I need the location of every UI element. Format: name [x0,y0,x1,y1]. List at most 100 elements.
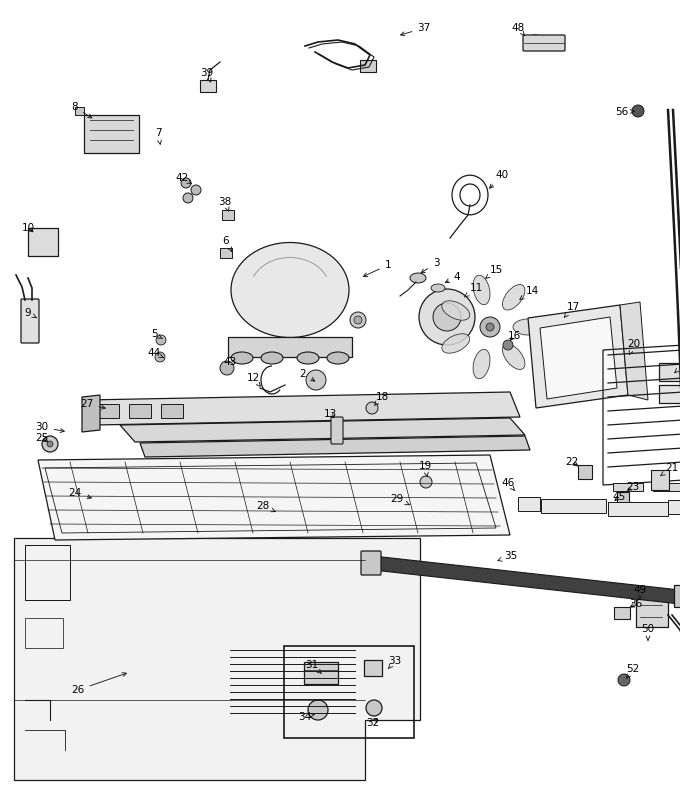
Text: 22: 22 [565,457,579,467]
Text: 28: 28 [256,501,275,512]
Polygon shape [528,305,628,408]
Text: 15: 15 [486,265,503,278]
Text: 30: 30 [35,422,65,433]
Text: 44: 44 [148,348,163,358]
Text: 2: 2 [300,369,315,381]
Text: 14: 14 [520,286,539,300]
Polygon shape [120,418,525,442]
Ellipse shape [473,275,490,305]
Circle shape [415,460,425,470]
Text: 54: 54 [0,805,1,806]
Circle shape [440,462,450,472]
Text: 26: 26 [71,673,126,695]
Text: 31: 31 [305,660,321,673]
Circle shape [503,340,513,350]
FancyBboxPatch shape [518,497,540,511]
Circle shape [366,700,382,716]
Polygon shape [620,302,648,400]
Ellipse shape [410,273,426,283]
FancyBboxPatch shape [304,662,338,684]
Circle shape [183,193,193,203]
FancyBboxPatch shape [523,35,565,51]
Circle shape [155,352,165,362]
Text: 55: 55 [0,805,1,806]
Text: 29: 29 [390,494,409,505]
Text: 8: 8 [71,102,92,118]
Circle shape [354,316,362,324]
Ellipse shape [231,243,349,338]
FancyBboxPatch shape [84,115,139,153]
Circle shape [306,370,326,390]
Ellipse shape [327,352,349,364]
Circle shape [480,317,500,337]
Text: 21: 21 [660,463,679,476]
FancyBboxPatch shape [608,502,668,516]
Ellipse shape [513,319,543,335]
FancyBboxPatch shape [578,465,592,479]
Text: 19: 19 [418,461,432,476]
Polygon shape [85,392,520,425]
Text: 7: 7 [154,128,161,144]
FancyBboxPatch shape [653,483,680,491]
FancyBboxPatch shape [614,607,630,619]
Text: 47: 47 [0,805,1,806]
Text: 12: 12 [246,373,260,386]
Text: 11: 11 [464,283,483,297]
FancyBboxPatch shape [228,337,352,357]
Text: 35: 35 [498,551,517,561]
Ellipse shape [442,334,470,353]
Circle shape [220,361,234,375]
Text: 48: 48 [511,23,525,35]
Circle shape [618,674,630,686]
FancyBboxPatch shape [360,60,376,72]
Circle shape [433,303,461,331]
Ellipse shape [297,352,319,364]
FancyBboxPatch shape [651,470,669,490]
Polygon shape [14,538,420,780]
Text: 51: 51 [0,805,1,806]
FancyBboxPatch shape [220,248,232,258]
FancyBboxPatch shape [200,80,216,92]
Text: 53: 53 [0,805,1,806]
Text: 43: 43 [223,357,237,367]
Text: 38: 38 [218,197,232,211]
Text: 16: 16 [507,331,521,341]
Text: 13: 13 [324,409,337,419]
FancyBboxPatch shape [636,597,668,627]
Ellipse shape [503,344,525,369]
Polygon shape [75,107,84,115]
Circle shape [420,476,432,488]
Circle shape [486,323,494,331]
Text: 6: 6 [222,236,232,251]
Circle shape [350,312,366,328]
FancyBboxPatch shape [222,210,234,220]
Text: 50: 50 [641,624,655,640]
Text: 49: 49 [633,585,647,599]
FancyBboxPatch shape [97,404,119,418]
Circle shape [181,178,191,188]
Circle shape [156,335,166,345]
Circle shape [47,441,53,447]
FancyBboxPatch shape [674,585,680,607]
Text: 9: 9 [24,308,37,318]
Text: 23: 23 [626,482,640,492]
Text: 25: 25 [35,433,49,443]
Ellipse shape [503,285,525,310]
Text: 42: 42 [175,173,192,184]
Circle shape [308,700,328,720]
FancyBboxPatch shape [129,404,151,418]
Text: 37: 37 [401,23,430,35]
Text: 5: 5 [151,329,163,339]
Text: 36: 36 [630,599,643,609]
Text: 33: 33 [388,656,402,669]
FancyBboxPatch shape [364,660,382,676]
Text: 4: 4 [445,272,460,283]
Text: 45: 45 [613,492,626,502]
Circle shape [191,185,201,195]
Text: 34: 34 [299,712,314,722]
Ellipse shape [473,349,490,379]
Text: 20: 20 [628,339,641,355]
Text: 56: 56 [615,107,634,117]
Text: 46: 46 [501,478,515,491]
Polygon shape [38,455,510,540]
